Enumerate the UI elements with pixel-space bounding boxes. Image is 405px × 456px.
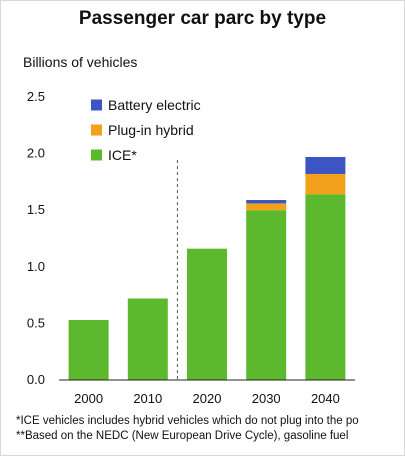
x-tick-label: 2020 — [193, 391, 222, 406]
legend-swatch — [91, 149, 102, 161]
legend-label: Battery electric — [108, 97, 201, 113]
footnote-nedc: **Based on the NEDC (New European Drive … — [16, 430, 349, 442]
bar-ice-2020 — [187, 248, 227, 380]
bar-plug-in-hybrid-2030 — [246, 203, 287, 211]
footnote-ice: *ICE vehicles includes hybrid vehicles w… — [16, 415, 359, 427]
bar-battery-electric-2030 — [246, 200, 287, 204]
bar-battery-electric-2040 — [305, 156, 346, 174]
bar-ice-2000 — [68, 320, 109, 380]
y-tick-label: 1.5 — [27, 202, 45, 217]
x-tick-label: 2040 — [311, 391, 340, 406]
bar-ice-2010 — [127, 298, 168, 380]
x-tick-label: 2000 — [74, 391, 103, 406]
y-tick-label: 0.0 — [27, 372, 45, 387]
bar-ice-2030 — [246, 210, 287, 380]
legend-label: Plug-in hybrid — [108, 122, 194, 138]
y-tick-label: 2.5 — [27, 89, 45, 104]
chart-title: Passenger car parc by type — [78, 8, 327, 29]
y-tick-label: 1.0 — [27, 259, 45, 274]
bar-plug-in-hybrid-2040 — [305, 173, 346, 195]
bar-ice-2040 — [305, 194, 346, 380]
x-tick-label: 2030 — [252, 391, 281, 406]
x-tick-label: 2010 — [133, 391, 162, 406]
legend-label: ICE* — [108, 147, 137, 163]
y-tick-label: 0.5 — [27, 315, 45, 330]
y-axis-label: Billions of vehicles — [23, 54, 138, 70]
legend-swatch — [91, 124, 102, 136]
y-tick-label: 2.0 — [27, 146, 45, 161]
legend-swatch — [91, 99, 102, 111]
